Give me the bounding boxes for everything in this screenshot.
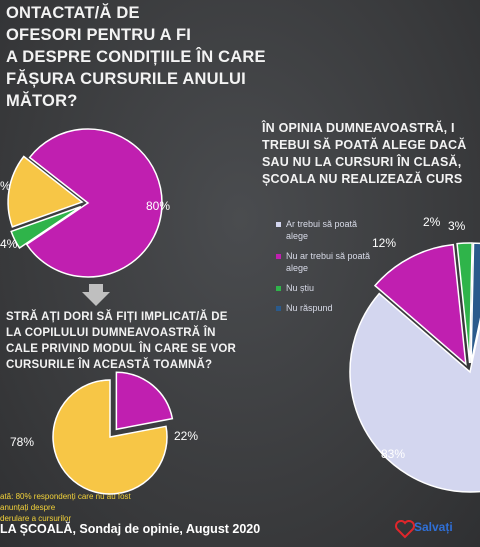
pie3-slice-1 bbox=[373, 243, 467, 366]
question-3-title: ÎN OPINIA DUMNEAVOASTRĂ, I TREBUI SĂ POA… bbox=[262, 121, 467, 186]
pie3-label-purple: 12% bbox=[372, 236, 397, 250]
legend-swatch bbox=[276, 286, 281, 291]
pie1-label-green: 4% bbox=[0, 237, 18, 251]
pie2-slice-1 bbox=[52, 379, 168, 495]
pie2-label-purple: 22% bbox=[174, 429, 199, 443]
footer-source: LA ȘCOALĂ, Sondaj de opinie, August 2020 bbox=[0, 522, 261, 536]
pie3-label-lavender: 83% bbox=[381, 447, 406, 461]
heart-logo: Salvați bbox=[392, 512, 480, 542]
pie1-slice-0 bbox=[25, 128, 163, 278]
footnote: ată: 80% respondenți care nu au fost anu… bbox=[0, 492, 131, 523]
pie2-label-yellow: 78% bbox=[10, 435, 35, 449]
legend-item: Nu răspund bbox=[276, 302, 376, 314]
legend-item: Nu ar trebui să poată alege bbox=[276, 250, 376, 274]
heart-icon bbox=[395, 520, 415, 539]
legend-item: Nu știu bbox=[276, 282, 376, 294]
logo-text: Salvați bbox=[414, 520, 453, 534]
legend-item: Ar trebui să poată alege bbox=[276, 218, 376, 242]
question-2-title: STRĂ AȚI DORI SĂ FIȚI IMPLICAT/Ă DE LA C… bbox=[6, 311, 237, 371]
legend-swatch bbox=[276, 306, 281, 311]
pie1-label-yellow: % bbox=[0, 179, 11, 193]
legend-swatch bbox=[276, 254, 281, 259]
legend-label: Nu știu bbox=[286, 283, 315, 293]
pie3-label-green: 2% bbox=[423, 215, 441, 229]
pie1-label-purple: 80% bbox=[146, 199, 171, 213]
pie3-slice-3 bbox=[470, 242, 480, 364]
pie3-slice-0 bbox=[349, 292, 480, 493]
pie1-slice-2 bbox=[7, 155, 84, 228]
pie1-slice-1 bbox=[10, 205, 82, 250]
pie3-slice-2 bbox=[456, 242, 473, 364]
pie3-legend: Ar trebui să poată alege Nu ar trebui să… bbox=[276, 218, 376, 322]
question-1-title: ONTACTAT/Ă DE OFESORI PENTRU A FI A DESP… bbox=[6, 4, 266, 110]
legend-swatch bbox=[276, 222, 281, 227]
pie3-label-blue: 3% bbox=[448, 219, 466, 233]
pie2-slice-0 bbox=[115, 371, 174, 431]
legend-label: Nu răspund bbox=[286, 303, 333, 313]
legend-label: Ar trebui să poată alege bbox=[286, 219, 358, 241]
arrow-down-icon bbox=[82, 284, 110, 306]
legend-label: Nu ar trebui să poată alege bbox=[286, 251, 371, 273]
